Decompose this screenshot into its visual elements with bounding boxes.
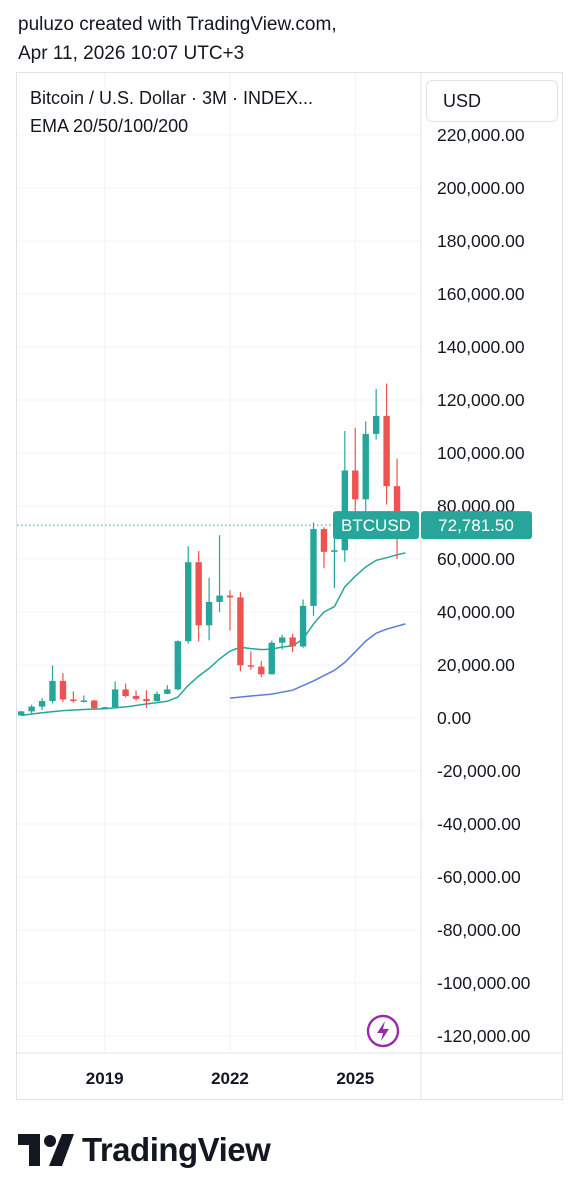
candle-body[interactable] (247, 665, 255, 667)
header-author: puluzo created with TradingView.com, (18, 14, 337, 35)
x-tick-label: 2022 (211, 1069, 249, 1088)
y-tick-label: -40,000.00 (437, 814, 521, 834)
x-tick-label: 2025 (336, 1069, 374, 1088)
candle-body[interactable] (320, 529, 328, 552)
candle-body[interactable] (195, 562, 202, 626)
y-tick-label: 180,000.00 (437, 231, 525, 251)
candle-body[interactable] (341, 470, 349, 551)
candle-body[interactable] (362, 433, 369, 500)
footer-logo[interactable]: TradingView (18, 1130, 271, 1170)
y-tick-label: 200,000.00 (437, 178, 525, 198)
candle-body[interactable] (278, 637, 286, 643)
last-price-box (421, 511, 532, 540)
y-tick-label: 20,000.00 (437, 655, 515, 675)
candle-body[interactable] (185, 562, 192, 642)
candle-body[interactable] (70, 699, 77, 702)
candle-body[interactable] (331, 550, 338, 552)
y-tick-label: -80,000.00 (437, 920, 521, 940)
y-tick-label: -20,000.00 (437, 761, 521, 781)
y-tick-label: 140,000.00 (437, 337, 525, 357)
candle-body[interactable] (101, 707, 108, 709)
lightning-bolt-icon[interactable] (366, 1014, 400, 1048)
candle-body[interactable] (352, 470, 359, 500)
symbol-title[interactable]: Bitcoin / U.S. Dollar · 3M · INDEX... (30, 88, 314, 108)
y-tick-label: 80,000.00 (437, 496, 515, 516)
candle-body[interactable] (111, 689, 119, 708)
candle-body[interactable] (91, 700, 98, 709)
symbol-label-box (333, 511, 419, 540)
candle-body[interactable] (310, 529, 317, 606)
candle-body[interactable] (226, 595, 234, 598)
header-timestamp: Apr 11, 2026 10:07 UTC+3 (18, 43, 245, 64)
ema-line-2 (229, 623, 406, 699)
chart-frame (16, 72, 563, 1100)
candle-body[interactable] (122, 689, 129, 697)
y-tick-label: 40,000.00 (437, 602, 515, 622)
candle-body[interactable] (237, 597, 244, 666)
candle-body[interactable] (289, 637, 296, 647)
y-tick-label: -100,000.00 (437, 973, 531, 993)
y-tick-label: -60,000.00 (437, 867, 521, 887)
last-price-label: 72,781.50 (438, 516, 514, 535)
y-tick-label: 160,000.00 (437, 284, 525, 304)
candle-body[interactable] (153, 693, 161, 702)
candle-body[interactable] (268, 642, 275, 675)
footer-brand: TradingView (82, 1131, 271, 1168)
candle-body[interactable] (132, 696, 140, 699)
candle-body[interactable] (299, 605, 307, 647)
candle-body[interactable] (49, 680, 56, 702)
candle-body[interactable] (372, 415, 380, 434)
candle-body[interactable] (143, 698, 150, 702)
candle-body[interactable] (17, 711, 25, 716)
tradingview-logo-icon (18, 1134, 74, 1166)
candle-body[interactable] (164, 689, 171, 694)
candle-body[interactable] (258, 666, 265, 675)
currency-button[interactable]: USD (426, 80, 558, 122)
candle-body[interactable] (174, 641, 181, 690)
candle-body[interactable] (393, 486, 401, 526)
x-tick-label: 2019 (86, 1069, 124, 1088)
y-tick-label: 0.00 (437, 708, 471, 728)
y-tick-label: 100,000.00 (437, 443, 525, 463)
candle-body[interactable] (383, 415, 390, 487)
y-tick-label: 220,000.00 (437, 125, 525, 145)
candle-body[interactable] (80, 700, 88, 703)
indicator-legend[interactable]: EMA 20/50/100/200 (30, 116, 189, 136)
y-tick-label: 60,000.00 (437, 549, 515, 569)
symbol-label: BTCUSD (341, 516, 411, 535)
candle-body[interactable] (59, 680, 67, 700)
ema-line-1 (21, 552, 406, 717)
chart-header: puluzo created with TradingView.com, Apr… (18, 10, 337, 68)
y-tick-label: -120,000.00 (437, 1026, 531, 1046)
candle-body[interactable] (28, 706, 35, 712)
y-tick-label: 120,000.00 (437, 390, 525, 410)
candle-body[interactable] (205, 601, 213, 626)
candle-body[interactable] (38, 701, 46, 707)
candle-body[interactable] (216, 595, 223, 602)
